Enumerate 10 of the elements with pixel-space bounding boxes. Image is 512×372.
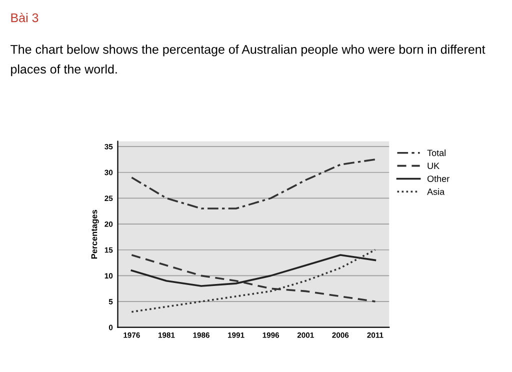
chart-title: Bài 3 <box>11 12 38 22</box>
legend-label: UK <box>428 162 440 170</box>
legend-label: Total <box>427 149 446 156</box>
line-series <box>130 158 376 210</box>
line-series <box>130 254 376 287</box>
legend-label: Asia <box>427 188 445 195</box>
y-axis-title: Percentages <box>91 210 99 259</box>
line-series <box>130 248 376 313</box>
chart-subtitle: The chart below shows the percentage of Australian people who were born in different places of the world. <box>10 44 486 76</box>
legend-label: Other <box>427 175 450 182</box>
